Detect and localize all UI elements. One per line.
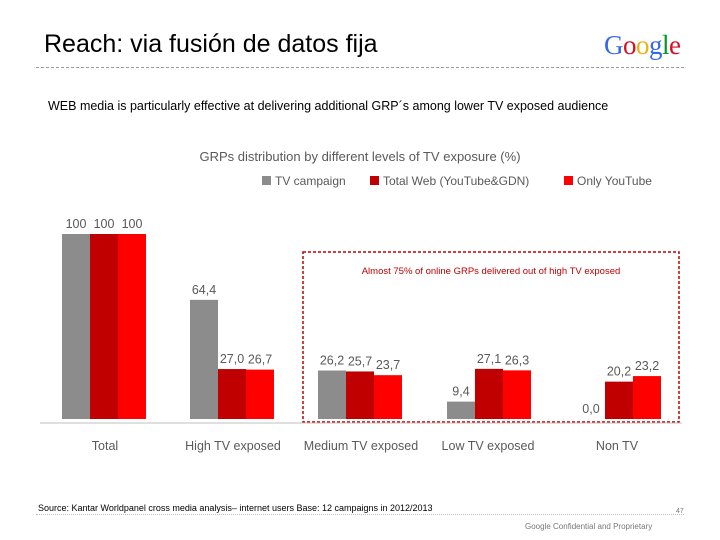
bar [447,401,475,419]
logo-letter: G [604,30,624,60]
data-label: 27,1 [477,352,501,366]
slide-subtitle: WEB media is particularly effective at d… [48,99,609,113]
bar [62,234,90,419]
data-label: 23,2 [635,359,659,373]
data-label: 26,3 [505,353,529,367]
x-tick-label: Low TV exposed [442,439,535,453]
google-logo: Google [604,30,681,61]
bar [246,369,274,419]
annotation-box [302,251,680,423]
legend-label: Total Web (YouTube&GDN) [383,174,529,188]
legend-label: Only YouTube [577,174,652,188]
logo-letter: o [636,30,650,60]
data-label: 64,4 [192,283,216,297]
bar [605,381,633,419]
data-label: 20,2 [607,365,631,379]
page-number: 47 [676,508,684,515]
data-label: 0,0 [582,402,599,416]
bar [118,234,146,419]
logo-letter: g [649,30,663,60]
confidential-notice: Google Confidential and Proprietary [525,522,653,531]
bar [318,370,346,419]
bar [346,371,374,419]
x-tick-label: Medium TV exposed [304,439,418,453]
data-label: 100 [94,217,115,231]
annotation-text: Almost 75% of online GRPs delivered out … [362,266,621,277]
chart-title: GRPs distribution by different levels of… [199,149,520,164]
logo-letter: e [669,30,681,60]
data-label: 9,4 [452,385,469,399]
bar [190,299,218,419]
legend-swatch [262,176,271,185]
bar [475,368,503,419]
logo-letter: o [623,30,637,60]
data-label: 27,0 [220,352,244,366]
source-note: Source: Kantar Worldpanel cross media an… [38,503,433,513]
legend-swatch [370,176,379,185]
logo-letter: l [662,30,670,60]
legend-swatch [564,176,573,185]
footer-divider [36,514,684,515]
data-label: 26,2 [320,354,344,368]
data-label: 23,7 [376,358,400,372]
data-label: 26,7 [248,353,272,367]
legend-label: TV campaign [275,174,346,188]
x-tick-label: High TV exposed [185,439,281,453]
slide-title: Reach: via fusión de datos fija [44,30,378,58]
data-label: 100 [66,217,87,231]
x-tick-label: Non TV [596,439,639,453]
bar [218,369,246,419]
bar [503,370,531,419]
data-label: 25,7 [348,354,372,368]
bar [633,376,661,419]
bar [90,234,118,419]
bar [374,375,402,419]
title-divider [36,67,684,68]
x-tick-label: Total [92,439,118,453]
data-label: 100 [122,217,143,231]
